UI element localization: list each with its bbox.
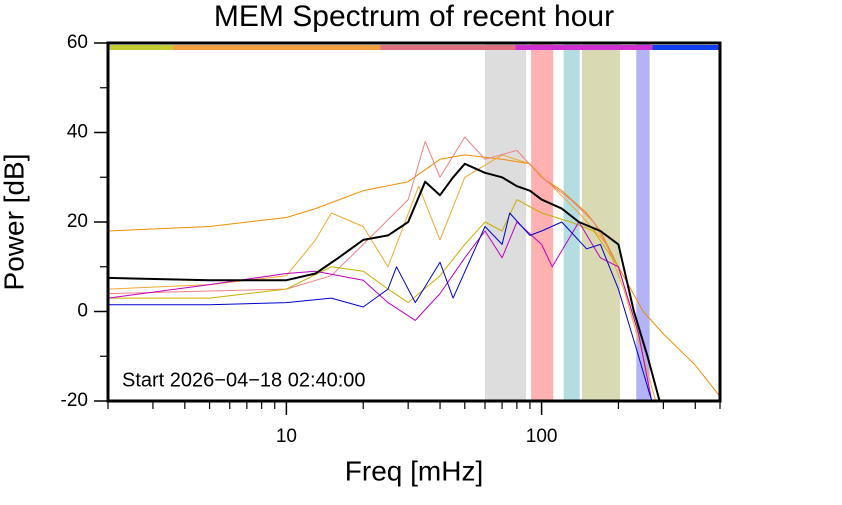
plot-frame <box>106 41 722 403</box>
x-axis-label: Freq [mHz] <box>345 455 483 486</box>
series-line <box>108 154 720 397</box>
x-tick-label: 10 <box>276 426 297 447</box>
top-bar-segment <box>515 45 653 50</box>
band <box>531 43 554 401</box>
band <box>484 43 527 401</box>
bands <box>108 43 720 401</box>
y-tick-label: 20 <box>67 211 88 232</box>
x-tick-label: 100 <box>526 426 558 447</box>
y-tick-label: 60 <box>67 32 88 53</box>
y-axis-label: Power [dB] <box>0 154 29 291</box>
band <box>582 43 621 401</box>
top-bar-segment <box>173 45 381 50</box>
series-line <box>108 162 661 401</box>
chart-title: MEM Spectrum of recent hour <box>214 0 614 33</box>
y-tick-label: -20 <box>61 390 88 411</box>
series-line <box>108 199 653 401</box>
series-line <box>108 212 653 401</box>
y-tick-label: 40 <box>67 122 88 143</box>
band <box>636 43 650 401</box>
top-bar-segment <box>108 45 174 50</box>
lines <box>108 136 720 401</box>
series-line <box>108 221 653 401</box>
top-bar-segment <box>652 45 720 50</box>
annotation: Start 2026−04−18 02:40:00 <box>122 369 366 391</box>
y-tick-label: 0 <box>77 301 88 322</box>
series-line <box>108 136 653 401</box>
top-bar-segment <box>380 45 516 50</box>
